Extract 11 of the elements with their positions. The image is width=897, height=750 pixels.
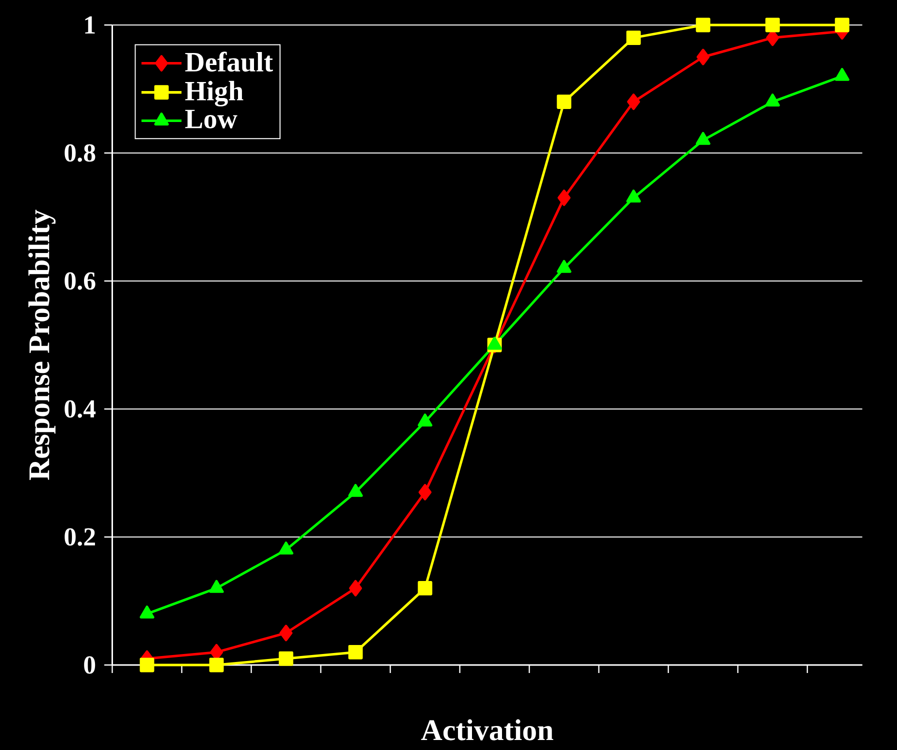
y-axis-title: Response Probability [28, 210, 56, 480]
y-tick-label: 0.8 [64, 144, 96, 162]
y-tick-label: 0 [84, 656, 96, 674]
y-tick-label: 0.6 [64, 272, 96, 290]
y-tick-label: 0.2 [64, 528, 95, 546]
legend-label: Low [185, 110, 238, 128]
y-tick-label: 0.4 [64, 400, 96, 418]
y-tick-label: 1 [85, 16, 95, 34]
legend-label: Default [185, 52, 273, 72]
x-axis-title: Activation [421, 719, 554, 740]
legend-label: High [185, 80, 244, 106]
